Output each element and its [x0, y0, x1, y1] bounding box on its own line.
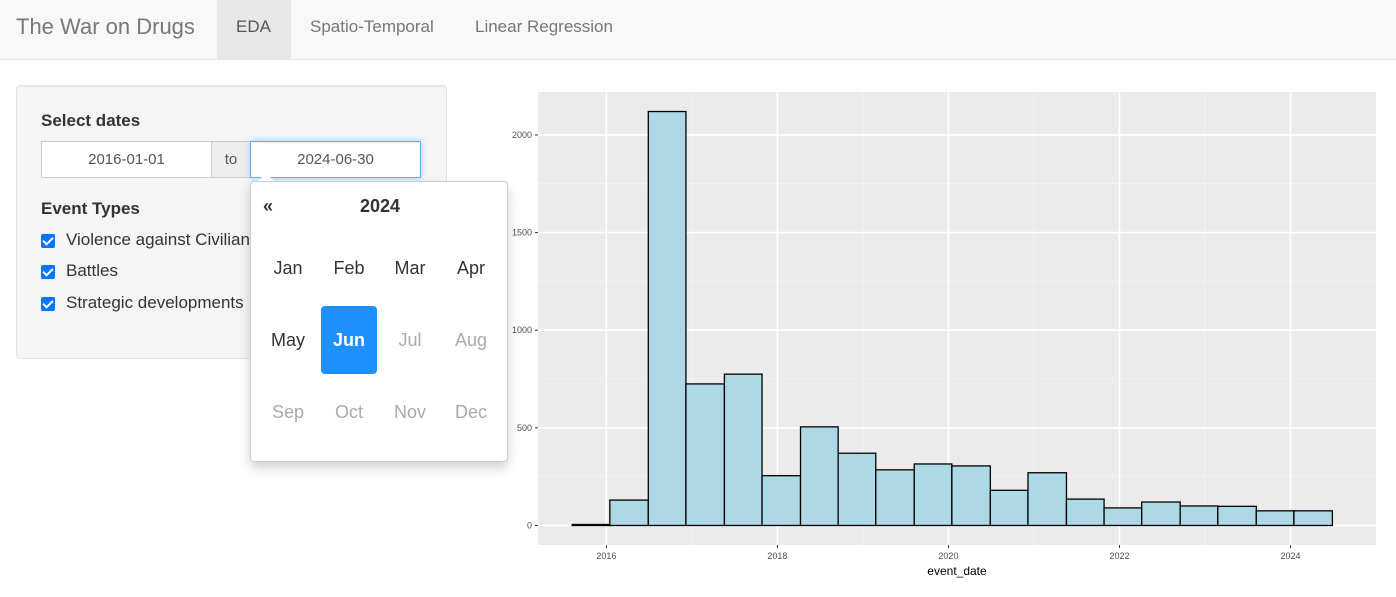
histogram-bar	[571, 523, 611, 527]
event-type-label: Strategic developments	[66, 293, 244, 312]
datepicker-caret-icon	[258, 173, 274, 181]
histogram-bar	[989, 489, 1029, 527]
month-dec: Dec	[454, 402, 487, 422]
x-tick-label: 2024	[1280, 551, 1300, 561]
datepicker-popup: 2024 « Jan Feb Mar Apr May Jun Jul Aug S…	[250, 181, 508, 462]
tab-eda[interactable]: EDA	[217, 0, 291, 59]
tab-spatio-temporal[interactable]: Spatio-Temporal	[310, 17, 434, 36]
y-tick-label: 1000	[512, 325, 532, 335]
histogram-bar	[1217, 505, 1257, 527]
histogram-bar	[761, 475, 802, 527]
navbar: The War on Drugs EDA Spatio-Temporal Lin…	[0, 0, 1396, 60]
app-brand: The War on Drugs	[16, 14, 195, 39]
event-types-label: Event Types	[41, 199, 140, 218]
y-axis: 0 500 1000 1500 2000	[512, 130, 538, 530]
histogram-bar	[609, 499, 649, 527]
checkbox-checked-icon[interactable]	[41, 265, 55, 279]
y-tick-label: 0	[527, 520, 532, 530]
month-sep: Sep	[271, 402, 305, 422]
month-oct: Oct	[334, 402, 363, 422]
x-axis: 2016 2018 2020 2022 2024	[596, 545, 1301, 561]
month-feb[interactable]: Feb	[333, 258, 365, 278]
histogram-bar	[799, 426, 839, 527]
x-tick-label: 2018	[767, 551, 787, 561]
month-mar[interactable]: Mar	[394, 258, 426, 278]
histogram-bar	[685, 383, 726, 527]
month-apr[interactable]: Apr	[456, 258, 485, 278]
datepicker-year[interactable]: 2024	[359, 196, 401, 216]
x-tick-label: 2016	[596, 551, 616, 561]
histogram-bar	[913, 463, 953, 527]
histogram-bar	[1141, 501, 1181, 527]
month-jun[interactable]: Jun	[321, 306, 377, 374]
select-dates-label: Select dates	[41, 111, 141, 130]
date-range-separator: to	[212, 141, 250, 178]
start-date-input[interactable]: 2016-01-01	[41, 141, 212, 178]
histogram-bar	[1255, 510, 1295, 527]
x-axis-title: event_date	[927, 564, 987, 578]
checkbox-checked-icon[interactable]	[41, 297, 55, 311]
histogram-svg: 0 500 1000 1500 2000 2016 2018 2020 2022 2024 ev…	[512, 92, 1376, 578]
histogram-chart: 0 500 1000 1500 2000 2016 2018 2020 2022 2024 ev…	[490, 80, 1390, 595]
tab-linear-regression[interactable]: Linear Regression	[475, 17, 613, 36]
y-tick-label: 2000	[512, 130, 532, 140]
histogram-bar	[1179, 505, 1219, 527]
end-date-input[interactable]: 2024-06-30	[250, 141, 421, 178]
histogram-bar	[875, 469, 915, 527]
histogram-bar	[1293, 510, 1334, 527]
histogram-bar	[837, 452, 877, 527]
datepicker-prev-year-button[interactable]: «	[263, 196, 274, 216]
month-jan[interactable]: Jan	[273, 258, 303, 278]
histogram-bars	[571, 110, 1334, 527]
histogram-bar	[1065, 498, 1105, 527]
x-tick-label: 2020	[938, 551, 958, 561]
x-tick-label: 2022	[1109, 551, 1129, 561]
histogram-bar	[1027, 472, 1068, 527]
checkbox-checked-icon[interactable]	[41, 234, 55, 248]
histogram-bar	[1103, 507, 1143, 527]
month-aug: Aug	[454, 330, 488, 350]
month-nov: Nov	[393, 402, 426, 422]
event-type-label: Violence against Civilians	[66, 230, 259, 249]
y-tick-label: 500	[517, 423, 532, 433]
histogram-bar	[723, 373, 763, 527]
histogram-bar	[647, 110, 687, 527]
month-jul: Jul	[398, 330, 422, 350]
month-may[interactable]: May	[270, 330, 305, 350]
histogram-bar	[951, 465, 991, 527]
y-tick-label: 1500	[512, 228, 532, 238]
event-type-label: Battles	[66, 261, 118, 280]
